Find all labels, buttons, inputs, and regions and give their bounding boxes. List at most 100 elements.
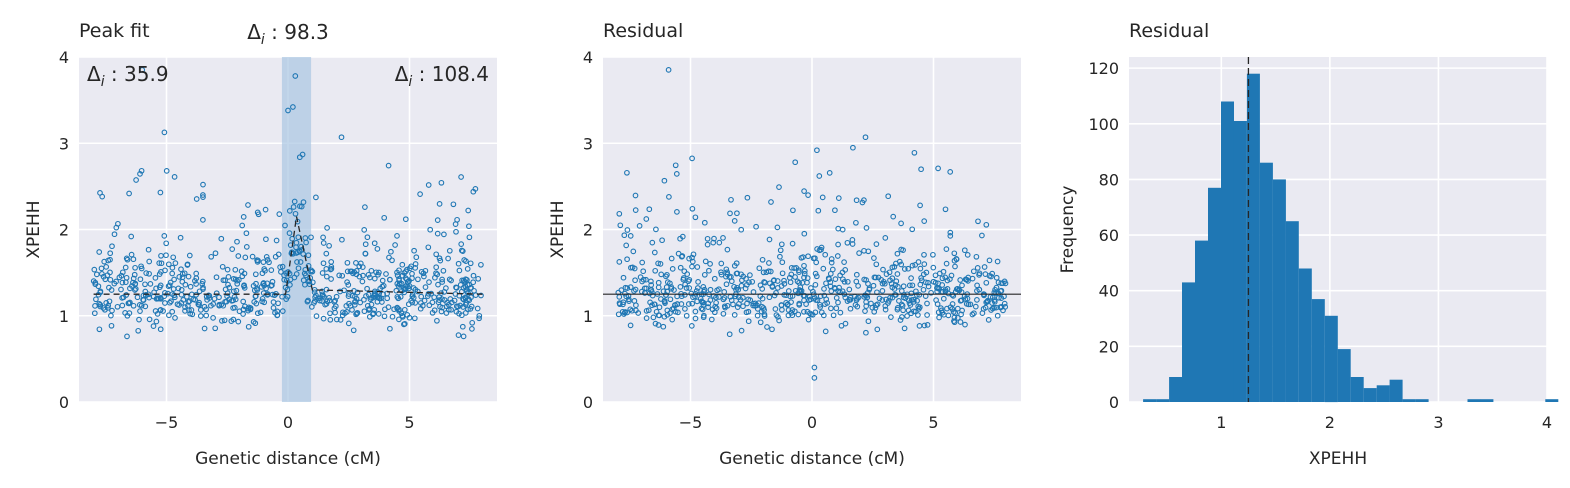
scatter-point (632, 277, 638, 284)
scatter-point (866, 285, 873, 292)
scatter-point (716, 239, 723, 246)
scatter-point (455, 260, 462, 267)
scatter-point (460, 333, 467, 340)
scatter-point (912, 262, 919, 268)
scatter-point (897, 317, 904, 323)
scatter-point (345, 282, 352, 288)
scatter-point (328, 263, 335, 270)
scatter-point (822, 328, 829, 335)
scatter-point (111, 231, 118, 238)
scatter-point (130, 302, 137, 309)
scatter-point (145, 246, 152, 253)
scatter-point (239, 222, 246, 229)
scatter-point (353, 271, 360, 278)
scatter-point (738, 282, 745, 289)
scatter-point (964, 295, 971, 302)
scatter-point (243, 244, 250, 250)
scatter-point (711, 275, 718, 282)
scatter-point (726, 331, 733, 338)
scatter-point (989, 270, 996, 277)
scatter-point (720, 235, 726, 241)
scatter-point (300, 199, 307, 205)
scatter-point (743, 275, 749, 282)
scatter-point (718, 271, 725, 278)
scatter-point (409, 299, 416, 306)
scatter-point (427, 226, 434, 233)
scatter-point (792, 274, 798, 280)
scatter-point (122, 279, 129, 286)
histogram-bar (1363, 388, 1377, 402)
scatter-point (412, 265, 419, 271)
scatter-point (147, 281, 154, 287)
scatter-point (385, 162, 392, 169)
scatter-point (796, 300, 803, 307)
scatter-point (942, 206, 949, 213)
scatter-point (157, 326, 164, 333)
scatter-point (220, 277, 227, 284)
scatter-point (682, 281, 688, 288)
scatter-point (157, 189, 164, 196)
scatter-point (775, 314, 781, 320)
scatter-point (826, 170, 833, 176)
scatter-point (203, 306, 209, 313)
scatter-point (385, 304, 392, 310)
scatter-point (774, 224, 781, 231)
scatter-point (670, 305, 677, 312)
x-tick-label: 3 (1433, 413, 1443, 432)
scatter-point (311, 300, 317, 306)
scatter-point (105, 305, 111, 311)
scatter-point (453, 228, 459, 235)
scatter-point (412, 286, 419, 293)
scatter-point (777, 247, 784, 254)
scatter-point (394, 294, 401, 300)
histogram-bar (1415, 399, 1429, 402)
scatter-point (862, 134, 869, 141)
scatter-point (107, 250, 114, 257)
scatter-point (182, 308, 188, 314)
scatter-point (798, 254, 805, 261)
scatter-point (849, 241, 856, 247)
scatter-point (136, 316, 142, 323)
scatter-point (373, 269, 380, 276)
scatter-point (441, 231, 447, 238)
scatter-point (93, 271, 100, 278)
scatter-point (305, 263, 312, 269)
x-tick-label: 1 (1216, 413, 1226, 432)
scatter-point (203, 312, 210, 319)
scatter-point (359, 278, 366, 285)
scatter-point (206, 295, 213, 301)
scatter-point (892, 291, 898, 298)
scatter-point (443, 285, 449, 291)
histogram-bar (1480, 399, 1494, 402)
scatter-point (740, 303, 746, 310)
scatter-point (1002, 304, 1009, 310)
scatter-point (815, 207, 822, 214)
scatter-point (185, 273, 192, 280)
scatter-point (812, 270, 819, 277)
scatter-point (756, 265, 763, 272)
scatter-point (783, 299, 789, 306)
histogram-bar (1376, 385, 1390, 402)
scatter-point (754, 312, 761, 319)
scatter-point (435, 281, 441, 288)
scatter-point (278, 269, 284, 275)
scatter-point (379, 283, 386, 290)
scatter-point (176, 274, 183, 280)
scatter-point (456, 310, 462, 317)
scatter-point (299, 151, 306, 158)
scatter-point (940, 311, 947, 318)
scatter-point (162, 300, 168, 306)
scatter-point (766, 236, 773, 243)
scatter-point (356, 263, 363, 270)
scatter-point (793, 265, 800, 271)
scatter-point (636, 223, 643, 229)
scatter-point (796, 287, 803, 293)
scatter-point (289, 235, 296, 242)
scatter-point (832, 207, 838, 214)
scatter-point (983, 279, 990, 286)
scatter-point (365, 291, 372, 298)
scatter-point (263, 254, 270, 260)
scatter-point (282, 222, 288, 229)
scatter-point (178, 300, 185, 306)
scatter-point (615, 311, 622, 318)
